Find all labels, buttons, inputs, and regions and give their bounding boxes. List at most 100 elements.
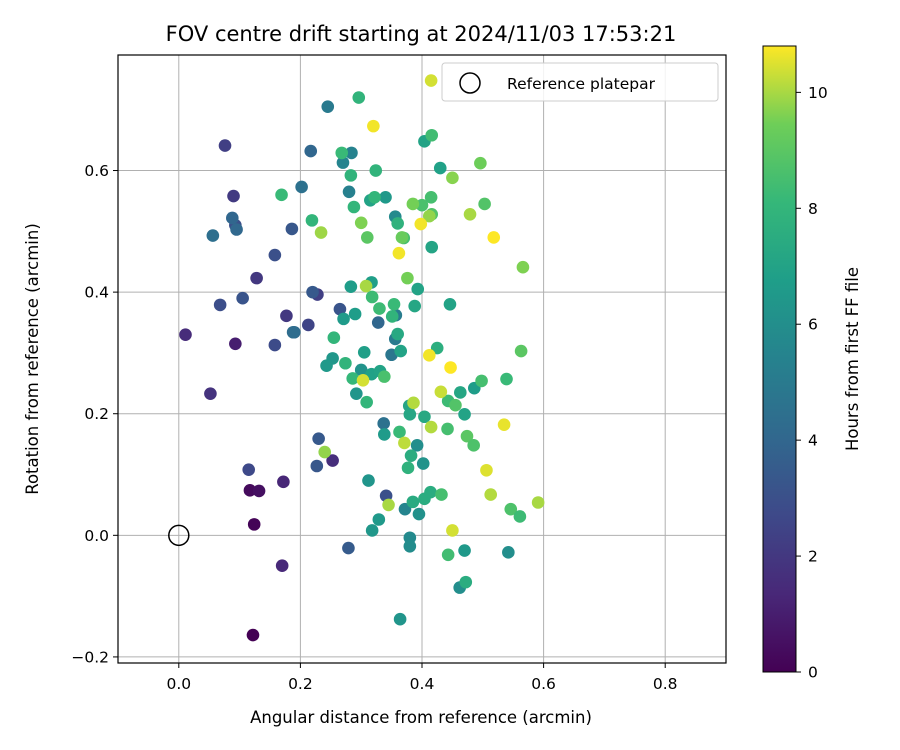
data-point (326, 454, 339, 467)
data-point (360, 395, 373, 409)
y-tick-label: −0.2 (71, 648, 109, 666)
data-point (459, 575, 473, 589)
data-point (410, 439, 424, 452)
data-point (268, 338, 282, 352)
data-point (446, 524, 459, 537)
data-point (368, 190, 381, 204)
data-point (335, 146, 349, 160)
data-point (362, 474, 375, 487)
data-point (449, 398, 462, 412)
data-point (371, 316, 385, 329)
data-point (378, 370, 391, 383)
data-point (350, 387, 363, 400)
data-point (336, 156, 350, 169)
data-point (382, 498, 395, 512)
data-point (516, 260, 530, 274)
data-point (422, 349, 436, 362)
data-point (347, 200, 361, 214)
colorbar-tick-label: 0 (808, 664, 818, 682)
data-point (305, 214, 319, 227)
data-point (327, 331, 341, 345)
data-point (229, 337, 242, 351)
legend-box (441, 62, 719, 102)
data-point (412, 507, 426, 521)
data-point (226, 211, 239, 225)
data-point (393, 425, 406, 439)
data-point (286, 325, 300, 339)
colorbar-tick-label: 6 (808, 316, 818, 334)
data-points (179, 74, 545, 642)
data-point (346, 372, 359, 385)
data-point (487, 231, 501, 244)
data-point (344, 280, 358, 293)
data-point (304, 144, 318, 158)
data-point (321, 100, 335, 113)
data-point (403, 408, 417, 421)
data-point (398, 502, 412, 516)
x-tick-label: 0.0 (166, 675, 191, 693)
data-point (337, 312, 350, 326)
data-point (236, 291, 249, 305)
colorbar-tick-label: 8 (808, 200, 818, 218)
data-point (401, 271, 414, 285)
data-point (314, 226, 328, 239)
data-point (354, 363, 368, 377)
data-point (424, 420, 438, 434)
data-point (463, 207, 477, 221)
colorbar-label: Hours from first FF file (843, 267, 862, 451)
data-point (275, 188, 288, 202)
x-tick-label: 0.6 (531, 675, 556, 693)
data-point (365, 524, 379, 537)
data-point (435, 488, 448, 501)
data-point (403, 539, 417, 553)
data-point (406, 197, 420, 211)
data-point (393, 612, 407, 626)
data-point (475, 374, 488, 388)
data-point (514, 344, 528, 358)
data-point (434, 385, 448, 399)
data-point (250, 271, 263, 285)
colorbar-gradient (762, 45, 797, 673)
x-axis-label: Angular distance from reference (arcmin) (250, 708, 592, 727)
reference-platepar-marker (168, 524, 190, 547)
data-point (478, 197, 491, 211)
data-point (342, 541, 355, 555)
data-point (497, 418, 511, 431)
data-point (268, 248, 282, 262)
data-point (425, 128, 439, 142)
legend-marker (459, 72, 481, 94)
data-point (333, 302, 347, 316)
data-point (339, 356, 352, 370)
data-point (446, 171, 459, 185)
data-point (441, 422, 454, 436)
data-point (354, 216, 368, 230)
y-axis-label: Rotation from reference (arcmin) (23, 223, 42, 495)
data-point (246, 628, 260, 642)
data-point (310, 459, 324, 473)
y-tick-label: 0.4 (84, 284, 109, 302)
data-point (411, 282, 425, 296)
data-point (401, 461, 415, 475)
colorbar-ticks: 0 2 4 6 8 10 (796, 84, 828, 682)
data-point (360, 231, 374, 244)
data-point (377, 417, 390, 430)
data-point (460, 429, 474, 443)
x-axis-ticks: 0.0 0.2 0.4 0.6 0.8 (166, 663, 678, 693)
data-point (500, 372, 513, 386)
y-tick-label: 0.6 (84, 162, 109, 180)
data-point (531, 496, 545, 509)
data-point (206, 229, 220, 242)
data-point (378, 428, 391, 441)
data-point (320, 359, 333, 372)
data-point (373, 302, 386, 315)
data-point (306, 285, 319, 299)
colorbar: 0 2 4 6 8 10 Hours from first FF file (762, 45, 862, 682)
data-point (458, 544, 471, 557)
data-point (204, 387, 217, 400)
data-point (179, 328, 192, 341)
data-point (474, 156, 487, 170)
data-point (416, 457, 430, 470)
data-point (356, 373, 370, 387)
data-point (407, 396, 420, 410)
data-point (213, 298, 227, 312)
